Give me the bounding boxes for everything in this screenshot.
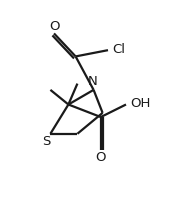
Text: OH: OH: [130, 97, 151, 110]
Text: Cl: Cl: [112, 43, 125, 56]
Text: N: N: [88, 75, 98, 88]
Text: O: O: [49, 20, 59, 33]
Text: O: O: [96, 151, 106, 164]
Text: S: S: [42, 135, 50, 148]
